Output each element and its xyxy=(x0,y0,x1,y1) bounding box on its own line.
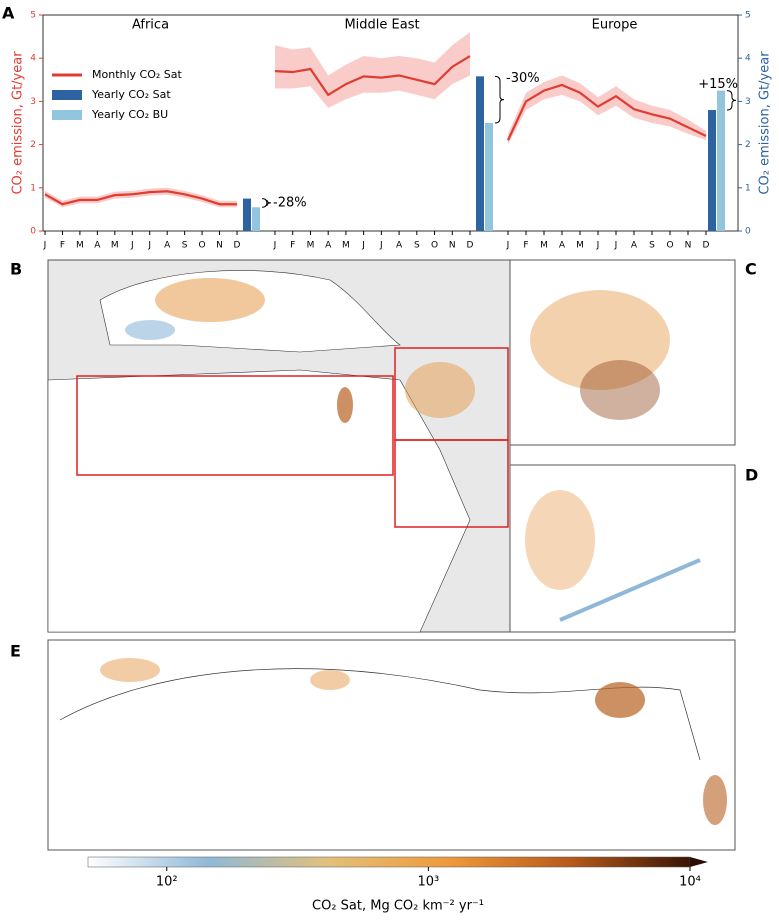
panel-label: B xyxy=(10,260,22,279)
x-tick-label: M xyxy=(540,241,548,251)
legend-label: Yearly CO₂ BU xyxy=(91,108,168,121)
x-tick-label: A xyxy=(631,241,638,251)
bar-bu xyxy=(485,123,493,231)
x-tick-label: J xyxy=(273,241,277,251)
x-tick-label: S xyxy=(182,241,188,251)
change-bracket xyxy=(494,75,505,124)
x-tick-label: D xyxy=(467,241,474,251)
change-bracket xyxy=(261,198,272,208)
x-tick-label: O xyxy=(199,241,206,251)
x-tick-label: A xyxy=(325,241,332,251)
colorbar-tick-label: 10⁴ xyxy=(679,875,701,890)
x-tick-label: F xyxy=(290,241,295,251)
x-tick-label: F xyxy=(523,241,528,251)
plot-frame xyxy=(42,14,739,232)
panel-label: D xyxy=(745,466,758,485)
x-tick-label: D xyxy=(703,241,710,251)
x-tick-label: J xyxy=(596,241,600,251)
colorbar-tick-label: 10³ xyxy=(417,875,439,890)
bar-sat xyxy=(243,198,251,231)
colorbar xyxy=(87,856,691,868)
x-tick-label: N xyxy=(449,241,456,251)
colorbar-label: CO₂ Sat, Mg CO₂ km⁻² yr⁻¹ xyxy=(312,899,484,914)
legend-swatch xyxy=(52,110,82,120)
x-tick-label: O xyxy=(431,241,438,251)
y-tick-label: 3 xyxy=(30,97,36,107)
y-axis-label: CO₂ emission, Gt/year xyxy=(11,51,26,195)
bar-sat xyxy=(476,76,484,232)
x-tick-label: D xyxy=(234,241,241,251)
panel-label: E xyxy=(10,642,21,661)
y-tick-label: 0 xyxy=(30,227,36,237)
x-tick-label: J xyxy=(361,241,365,251)
y-tick-label: 5 xyxy=(30,11,36,21)
monthly-line xyxy=(44,190,237,206)
x-tick-label: S xyxy=(414,241,420,251)
y2-axis-label: CO₂ emission, Gt/year xyxy=(758,51,773,195)
bar-bu xyxy=(717,90,725,231)
y2-tick-label: 0 xyxy=(745,227,751,237)
x-tick-label: M xyxy=(307,241,315,251)
x-tick-label: A xyxy=(94,241,101,251)
x-tick-label: S xyxy=(649,241,655,251)
colorbar-extend xyxy=(690,857,708,867)
x-tick-label: J xyxy=(614,241,618,251)
change-label: +15% xyxy=(698,77,738,92)
panel-label: A xyxy=(2,4,15,23)
x-tick-label: M xyxy=(111,241,119,251)
map-panels xyxy=(47,259,736,851)
x-tick-label: J xyxy=(43,241,47,251)
colorbar-tick-label: 10² xyxy=(156,875,178,890)
uncertainty-band xyxy=(45,187,237,208)
x-tick-label: F xyxy=(60,241,65,251)
x-tick-label: N xyxy=(685,241,692,251)
x-tick-label: O xyxy=(666,241,673,251)
x-tick-label: J xyxy=(130,241,134,251)
y2-tick-label: 5 xyxy=(745,11,751,21)
x-tick-label: A xyxy=(559,241,566,251)
bar-bu xyxy=(252,207,260,231)
uncertainty-band xyxy=(508,75,706,145)
y2-tick-label: 2 xyxy=(745,140,751,150)
legend-swatch xyxy=(52,90,82,100)
legend-label: Yearly CO₂ Sat xyxy=(91,88,171,101)
x-tick-label: A xyxy=(396,241,403,251)
y2-tick-label: 3 xyxy=(745,97,751,107)
y-tick-label: 1 xyxy=(30,183,36,193)
x-tick-label: J xyxy=(379,241,383,251)
y2-tick-label: 1 xyxy=(745,183,751,193)
x-tick-label: J xyxy=(147,241,151,251)
x-tick-label: M xyxy=(342,241,350,251)
region-title: Africa xyxy=(132,18,169,33)
change-label: -30% xyxy=(506,71,540,86)
monthly-line xyxy=(274,55,471,97)
change-label: -28% xyxy=(273,195,307,210)
legend-label: Monthly CO₂ Sat xyxy=(92,68,183,81)
monthly-line xyxy=(507,83,707,141)
x-tick-label: M xyxy=(76,241,84,251)
x-tick-label: N xyxy=(216,241,223,251)
x-tick-label: A xyxy=(164,241,171,251)
y-tick-label: 2 xyxy=(30,140,36,150)
region-title: Middle East xyxy=(344,18,419,33)
bar-sat xyxy=(708,110,716,231)
panel-label: C xyxy=(745,260,757,279)
x-tick-label: J xyxy=(506,241,510,251)
region-title: Europe xyxy=(592,18,638,33)
y-tick-label: 4 xyxy=(30,54,36,64)
y2-tick-label: 4 xyxy=(745,54,751,64)
change-bracket xyxy=(726,90,737,111)
x-tick-label: M xyxy=(576,241,584,251)
